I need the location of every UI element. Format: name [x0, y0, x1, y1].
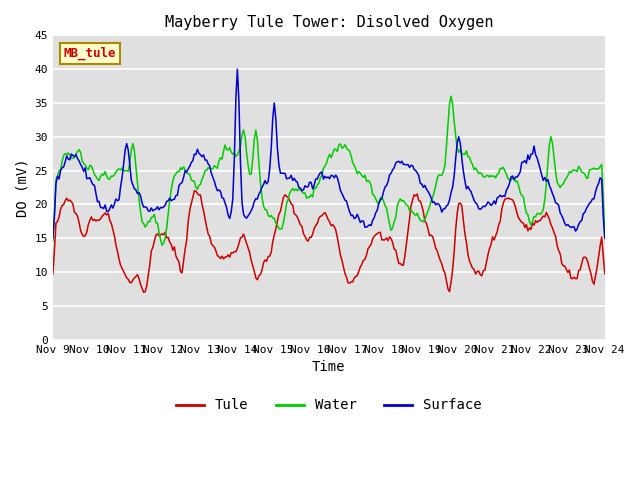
Title: Mayberry Tule Tower: Disolved Oxygen: Mayberry Tule Tower: Disolved Oxygen	[164, 15, 493, 30]
Legend: Tule, Water, Surface: Tule, Water, Surface	[170, 393, 488, 418]
Text: MB_tule: MB_tule	[64, 47, 116, 60]
X-axis label: Time: Time	[312, 360, 346, 374]
Y-axis label: DO (mV): DO (mV)	[15, 158, 29, 217]
